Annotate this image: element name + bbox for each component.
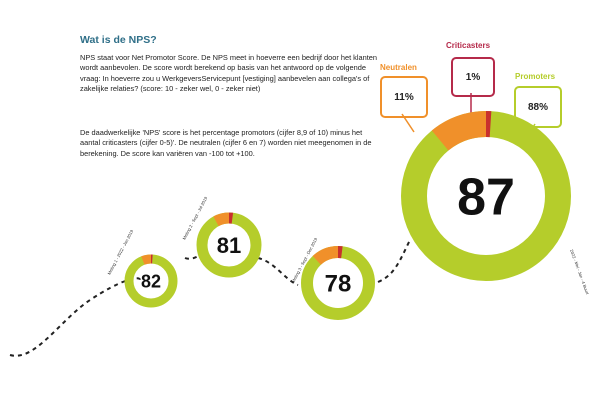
intro-paragraph: NPS staat voor Net Promotor Score. De NP… [80,53,378,94]
page-title: Wat is de NPS? [80,34,157,46]
neutralen-label: Neutralen [380,63,417,72]
neutral-arc [213,212,230,227]
criticasters-value: 1% [451,57,495,97]
neutralen-value: 11% [380,76,428,118]
promoters-label: Promoters [515,72,556,81]
promoters-value: 88% [514,86,562,128]
explanation-paragraph: De daadwerkelijke 'NPS' score is het per… [80,128,372,158]
nps-score: 78 [325,271,352,298]
period-label: 2022 - Mei - Jan - 4 Buurt [569,249,590,296]
neutralen-connector [401,113,415,133]
nps-score: 82 [141,271,161,291]
nps-score: 81 [217,233,241,258]
nps-donut-4: 87 2022 - Mei - Jan - 4 Buurt [401,111,590,296]
neutral-arc [431,111,487,151]
criticasters-label: Criticasters [446,41,491,50]
nps-score: 87 [457,169,515,227]
neutral-arc [312,246,339,266]
neutral-arc [141,254,152,265]
